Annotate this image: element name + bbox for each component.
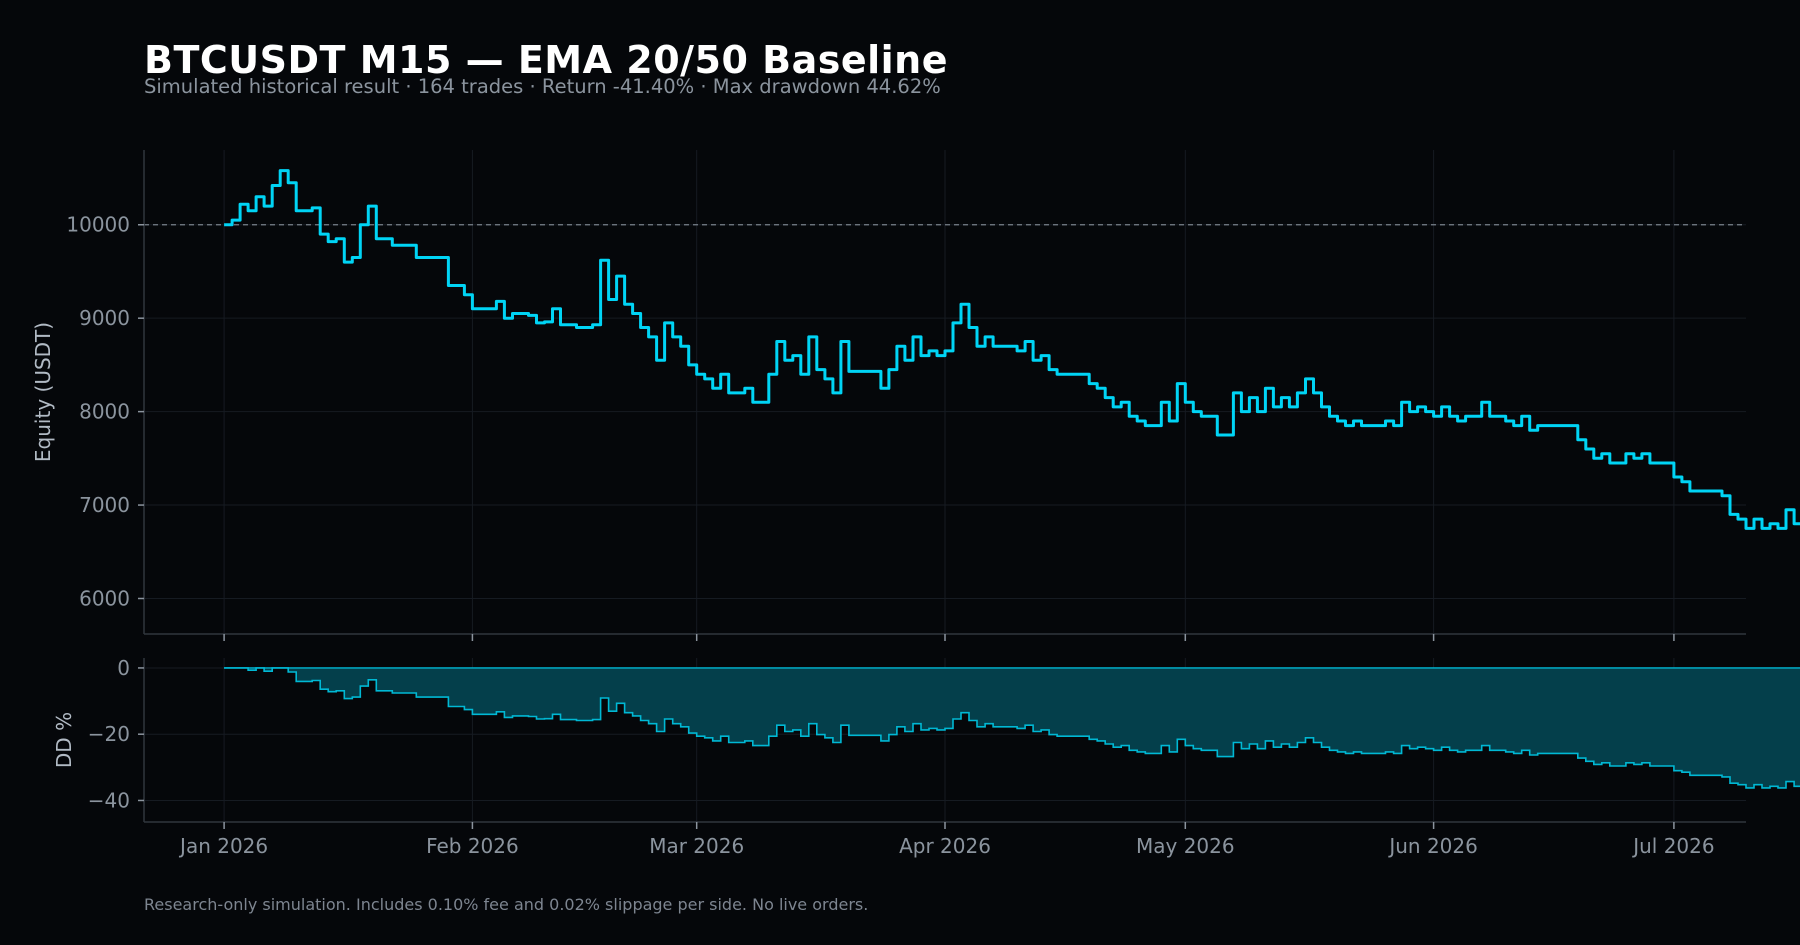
equity-y-tick-label: 9000 xyxy=(79,306,130,330)
chart-subtitle: Simulated historical result · 164 trades… xyxy=(144,75,941,98)
chart-title: BTCUSDT M15 — EMA 20/50 Baseline xyxy=(144,38,948,82)
drawdown-y-tick-label: 0 xyxy=(117,656,130,680)
x-tick-label: Feb 2026 xyxy=(426,834,519,858)
tick-labels: Jan 2026 Feb 2026 Mar 2026 Apr 2026 May 2026… xyxy=(31,213,1715,858)
equity-y-tick-label: 6000 xyxy=(79,586,130,610)
equity-y-tick-label: 8000 xyxy=(79,400,130,424)
drawdown-fill xyxy=(224,667,1800,788)
drawdown-y-tick-label: −40 xyxy=(88,788,130,812)
equity-grid xyxy=(144,150,1746,634)
equity-y-tick-label: 7000 xyxy=(79,493,130,517)
x-tick-label: Apr 2026 xyxy=(899,834,991,858)
equity-y-axis-title: Equity (USDT) xyxy=(31,322,55,462)
drawdown-line xyxy=(224,667,1800,789)
drawdown-area xyxy=(224,667,1800,789)
x-tick-label: Jun 2026 xyxy=(1387,834,1478,858)
footnote: Research-only simulation. Includes 0.10%… xyxy=(144,895,869,914)
x-tick-label: Jul 2026 xyxy=(1631,834,1714,858)
x-tick-label: May 2026 xyxy=(1136,834,1235,858)
equity-plot xyxy=(144,169,1800,530)
axes xyxy=(138,150,1746,829)
drawdown-y-tick-label: −20 xyxy=(88,722,130,746)
x-tick-label: Jan 2026 xyxy=(178,834,268,858)
equity-line xyxy=(224,169,1800,530)
drawdown-y-axis-title: DD % xyxy=(52,712,76,768)
x-tick-label: Mar 2026 xyxy=(649,834,744,858)
equity-y-tick-label: 10000 xyxy=(66,213,130,237)
